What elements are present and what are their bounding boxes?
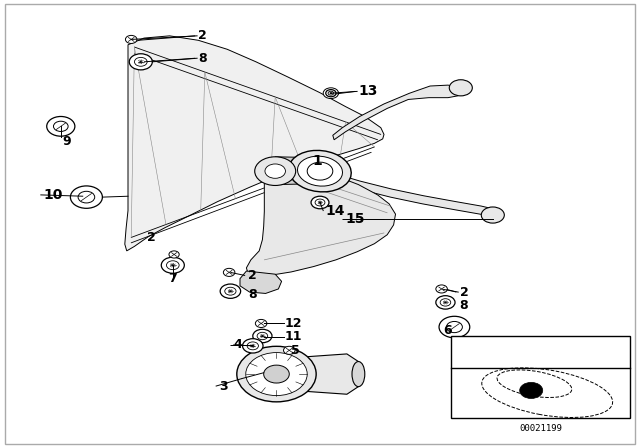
Bar [451,336,630,418]
Circle shape [265,164,285,178]
Circle shape [323,88,339,99]
Text: 8: 8 [248,288,257,302]
Circle shape [520,383,543,399]
Circle shape [78,191,95,203]
Circle shape [225,287,236,295]
Circle shape [247,342,259,350]
Circle shape [326,90,336,97]
Text: 2: 2 [147,231,156,244]
Text: 10: 10 [44,188,63,202]
Text: 00021199: 00021199 [519,424,563,433]
Text: 13: 13 [358,84,378,99]
Circle shape [223,268,235,276]
Polygon shape [333,85,461,140]
Circle shape [328,91,333,95]
Text: 2: 2 [248,269,257,282]
Text: 15: 15 [346,211,365,226]
Circle shape [284,346,295,354]
Circle shape [315,199,325,206]
Circle shape [70,186,102,208]
Circle shape [134,57,147,66]
Circle shape [481,207,504,223]
Circle shape [243,339,263,353]
Ellipse shape [352,362,365,387]
Text: 4: 4 [234,338,243,352]
Text: 12: 12 [285,317,302,330]
Text: 8: 8 [460,299,468,312]
Circle shape [47,116,75,136]
Circle shape [129,54,152,70]
Ellipse shape [289,151,351,192]
Circle shape [161,257,184,273]
Text: 1: 1 [312,154,322,168]
Circle shape [449,80,472,96]
Circle shape [246,353,307,396]
Polygon shape [246,162,396,277]
Polygon shape [240,271,282,293]
Text: 9: 9 [63,134,71,148]
Circle shape [440,299,451,306]
Circle shape [169,251,179,258]
Ellipse shape [298,156,342,186]
Circle shape [436,285,447,293]
Circle shape [436,296,455,309]
Text: 2: 2 [460,285,468,299]
Circle shape [255,319,267,327]
Circle shape [253,329,272,343]
Circle shape [311,196,329,209]
Circle shape [439,316,470,338]
Circle shape [255,157,296,185]
Polygon shape [333,173,494,216]
Text: 8: 8 [198,52,207,65]
Text: 7: 7 [168,272,177,285]
Polygon shape [302,354,358,394]
Polygon shape [275,157,321,185]
Circle shape [166,261,179,270]
Circle shape [54,121,68,131]
Text: 5: 5 [291,344,300,357]
Circle shape [237,346,316,402]
Circle shape [264,365,289,383]
Text: 6: 6 [444,324,452,337]
Text: 14: 14 [325,203,344,218]
Circle shape [125,35,137,43]
Text: 2: 2 [198,29,207,43]
Circle shape [307,162,333,180]
Circle shape [257,332,268,340]
Polygon shape [125,36,384,251]
Text: 11: 11 [285,330,302,344]
Text: 3: 3 [219,379,227,393]
Circle shape [220,284,241,298]
Circle shape [447,322,462,332]
